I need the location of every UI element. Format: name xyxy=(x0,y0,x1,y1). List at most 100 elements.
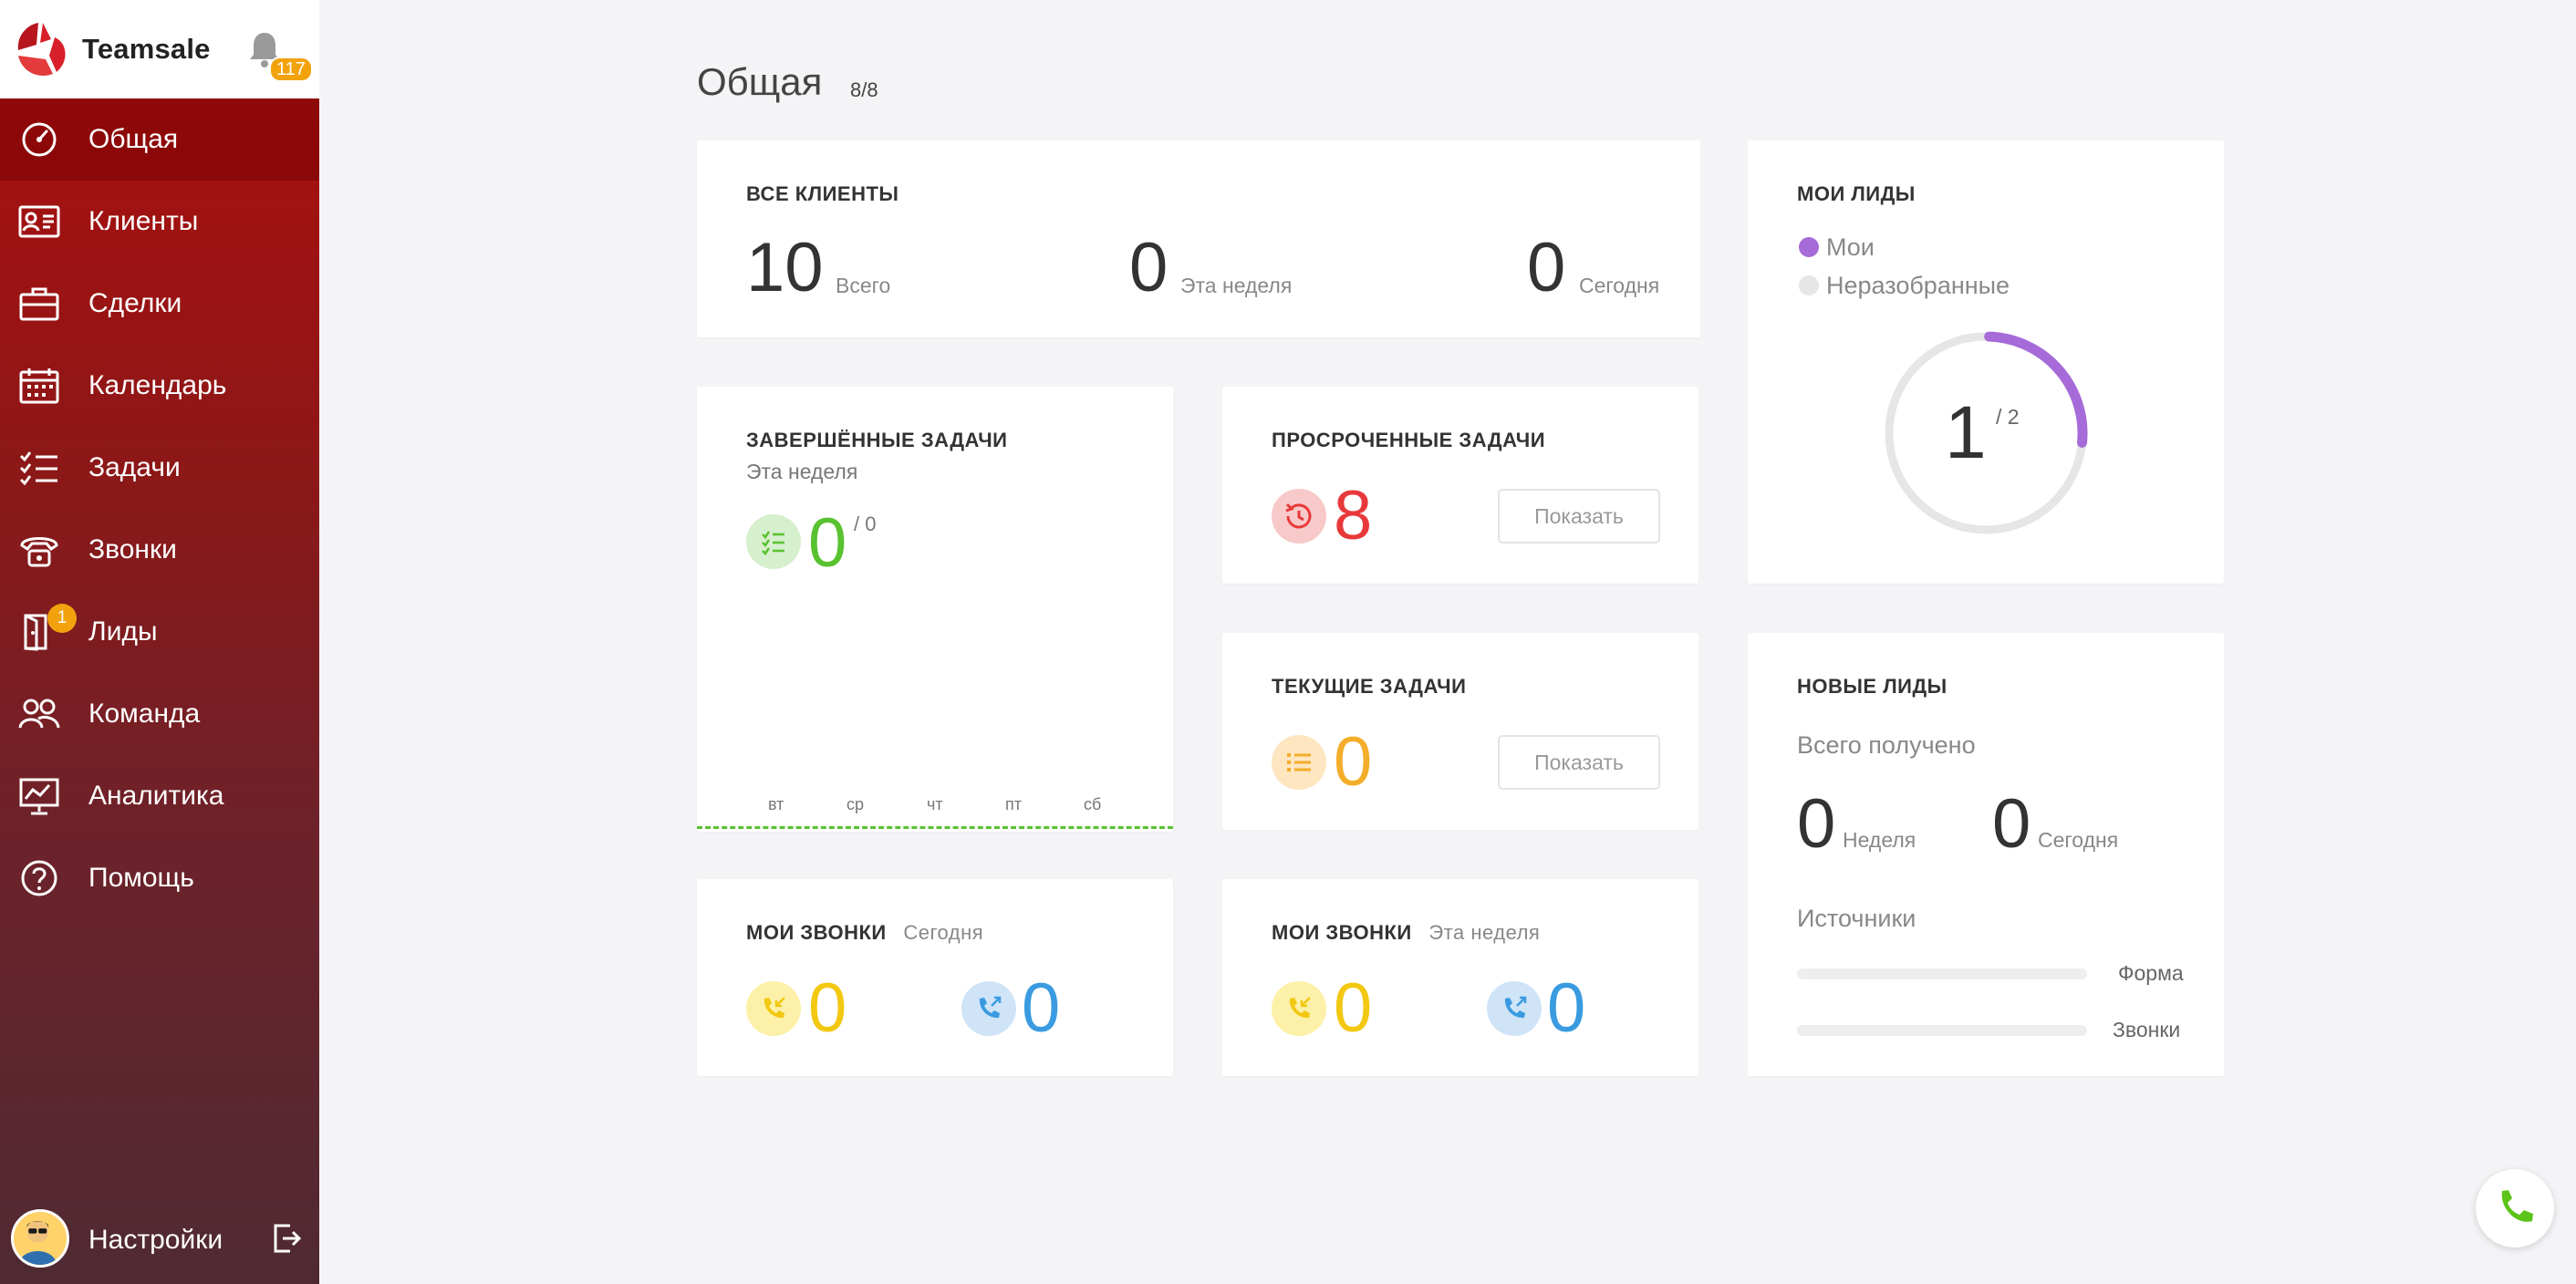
settings-label: Настройки xyxy=(88,1225,223,1255)
completed-tasks-total: / 0 xyxy=(854,513,877,535)
sidebar-item-label: Календарь xyxy=(88,370,227,400)
sidebar-item-label: Лиды xyxy=(88,616,158,647)
show-overdue-button[interactable]: Показать xyxy=(1498,489,1660,544)
completed-tasks-value: 0 xyxy=(808,504,847,582)
sidebar-item-settings[interactable]: Настройки xyxy=(0,1196,319,1284)
chart-baseline xyxy=(697,826,1173,829)
leads-mine-value: 1 xyxy=(1945,391,1987,474)
brand-header: Teamsale 117 xyxy=(0,0,319,98)
sidebar: Teamsale 117 Общая Клиенты xyxy=(0,0,319,1284)
leads-total-value: / 2 xyxy=(1996,405,2020,429)
sidebar-item-clients[interactable]: Клиенты xyxy=(0,181,319,263)
calls-week-outgoing-value: 0 xyxy=(1547,969,1586,1047)
axis-day-label: сб xyxy=(1084,795,1102,813)
current-tasks-value: 0 xyxy=(1334,723,1373,801)
sidebar-item-analytics[interactable]: Аналитика xyxy=(0,755,319,837)
page-count: 8/8 xyxy=(850,78,878,101)
incoming-call-icon xyxy=(746,981,801,1036)
sidebar-item-label: Общая xyxy=(88,124,179,154)
new-leads-card[interactable]: НОВЫЕ ЛИДЫ Всего получено 0 Неделя 0 Сег… xyxy=(1748,633,2224,1076)
my-leads-card[interactable]: МОИ ЛИДЫ Мои Неразобранные 1 / 2 xyxy=(1748,140,2224,584)
door-icon xyxy=(24,614,47,651)
card-period: Эта неделя xyxy=(1428,921,1541,944)
legend-mine-label: Мои xyxy=(1826,233,1875,261)
calendar-icon xyxy=(19,368,59,404)
phone-call-button[interactable] xyxy=(2476,1169,2554,1248)
completed-tasks-card[interactable]: ЗАВЕРШЁННЫЕ ЗАДАЧИ Эта неделя 0 / 0 вт с… xyxy=(697,387,1173,832)
card-period: Сегодня xyxy=(903,921,984,944)
sidebar-nav: Общая Клиенты Сделки xyxy=(0,98,319,919)
all-clients-card[interactable]: ВСЕ КЛИЕНТЫ 10 Всего 0 Эта неделя 0 Сего… xyxy=(697,140,1700,337)
sidebar-item-leads[interactable]: 1 Лиды xyxy=(0,591,319,673)
legend-mine-dot xyxy=(1799,237,1819,257)
sidebar-item-label: Команда xyxy=(88,699,201,729)
completed-tasks-icon xyxy=(746,514,801,569)
avatar[interactable] xyxy=(11,1209,69,1268)
source-calls-label: Звонки xyxy=(2113,1018,2181,1041)
sidebar-item-calendar[interactable]: Календарь xyxy=(0,345,319,427)
sidebar-item-label: Помощь xyxy=(88,863,194,893)
current-tasks-card[interactable]: ТЕКУЩИЕ ЗАДАЧИ 0 Показать xyxy=(1222,633,1698,830)
axis-day-label: пт xyxy=(1005,795,1022,813)
sidebar-item-general[interactable]: Общая xyxy=(0,98,319,181)
analytics-board-icon xyxy=(19,778,59,815)
card-title-text: МОИ ЗВОНКИ xyxy=(746,921,887,944)
source-form-bar xyxy=(1797,968,2087,979)
legend-unsorted-label: Неразобранные xyxy=(1826,272,2010,299)
telephone-icon xyxy=(20,537,58,567)
sidebar-item-help[interactable]: Помощь xyxy=(0,837,319,919)
clients-total-value: 10 xyxy=(746,229,824,306)
team-people-icon xyxy=(18,699,60,729)
source-calls-bar xyxy=(1797,1025,2087,1036)
card-title: МОИ ЗВОНКИ Эта неделя xyxy=(1272,921,1540,945)
clients-today-value: 0 xyxy=(1527,229,1566,306)
card-title: НОВЫЕ ЛИДЫ xyxy=(1797,675,1948,698)
sidebar-item-label: Задачи xyxy=(88,452,181,482)
card-title: ВСЕ КЛИЕНТЫ xyxy=(746,182,899,205)
brand-name: Teamsale xyxy=(82,33,211,65)
sidebar-item-label: Клиенты xyxy=(88,206,199,236)
calls-today-card[interactable]: МОИ ЗВОНКИ Сегодня 0 0 xyxy=(697,879,1173,1076)
sidebar-item-deals[interactable]: Сделки xyxy=(0,263,319,345)
logout-icon[interactable] xyxy=(270,1222,303,1255)
help-question-icon xyxy=(21,860,57,896)
calls-week-incoming-value: 0 xyxy=(1334,969,1373,1047)
axis-day-label: ср xyxy=(847,795,865,813)
card-title: ЗАВЕРШЁННЫЕ ЗАДАЧИ xyxy=(746,429,1008,451)
bell-icon[interactable] xyxy=(246,29,283,69)
card-title: ТЕКУЩИЕ ЗАДАЧИ xyxy=(1272,675,1467,698)
notification-badge: 117 xyxy=(269,57,313,82)
card-subtitle: Всего получено xyxy=(1797,731,1976,759)
checklist-icon xyxy=(19,451,57,486)
user-avatar-icon xyxy=(18,1220,57,1265)
sidebar-item-tasks[interactable]: Задачи xyxy=(0,427,319,509)
sidebar-item-calls[interactable]: Звонки xyxy=(0,509,319,591)
current-tasks-icon xyxy=(1272,735,1326,790)
donut-mine-arc xyxy=(1884,331,2088,535)
outgoing-call-icon xyxy=(1487,981,1542,1036)
legend-unsorted-dot xyxy=(1799,275,1819,295)
clients-today-label: Сегодня xyxy=(1579,274,1660,297)
clients-week-value: 0 xyxy=(1129,229,1169,306)
sidebar-item-label: Сделки xyxy=(88,288,182,318)
sidebar-item-team[interactable]: Команда xyxy=(0,673,319,755)
overdue-clock-icon xyxy=(1272,489,1326,544)
new-leads-today-value: 0 xyxy=(1992,785,2031,863)
show-current-button[interactable]: Показать xyxy=(1498,735,1660,790)
card-title-text: МОИ ЗВОНКИ xyxy=(1272,921,1412,944)
card-title: МОИ ЗВОНКИ Сегодня xyxy=(746,921,983,945)
briefcase-icon xyxy=(19,287,59,321)
axis-day-label: чт xyxy=(927,795,943,813)
source-form-label: Форма xyxy=(2118,961,2184,985)
phone-icon xyxy=(2501,1190,2533,1222)
overdue-tasks-value: 8 xyxy=(1334,477,1373,554)
card-subtitle: Эта неделя xyxy=(746,460,858,483)
calls-week-card[interactable]: МОИ ЗВОНКИ Эта неделя 0 0 xyxy=(1222,879,1698,1076)
calls-today-incoming-value: 0 xyxy=(808,969,847,1047)
axis-day-label: вт xyxy=(768,795,784,813)
overdue-tasks-card[interactable]: ПРОСРОЧЕННЫЕ ЗАДАЧИ 8 Показать xyxy=(1222,387,1698,584)
incoming-call-icon xyxy=(1272,981,1326,1036)
calls-today-outgoing-value: 0 xyxy=(1022,969,1061,1047)
teamsale-logo-icon xyxy=(17,23,66,76)
clients-week-label: Эта неделя xyxy=(1180,274,1293,297)
